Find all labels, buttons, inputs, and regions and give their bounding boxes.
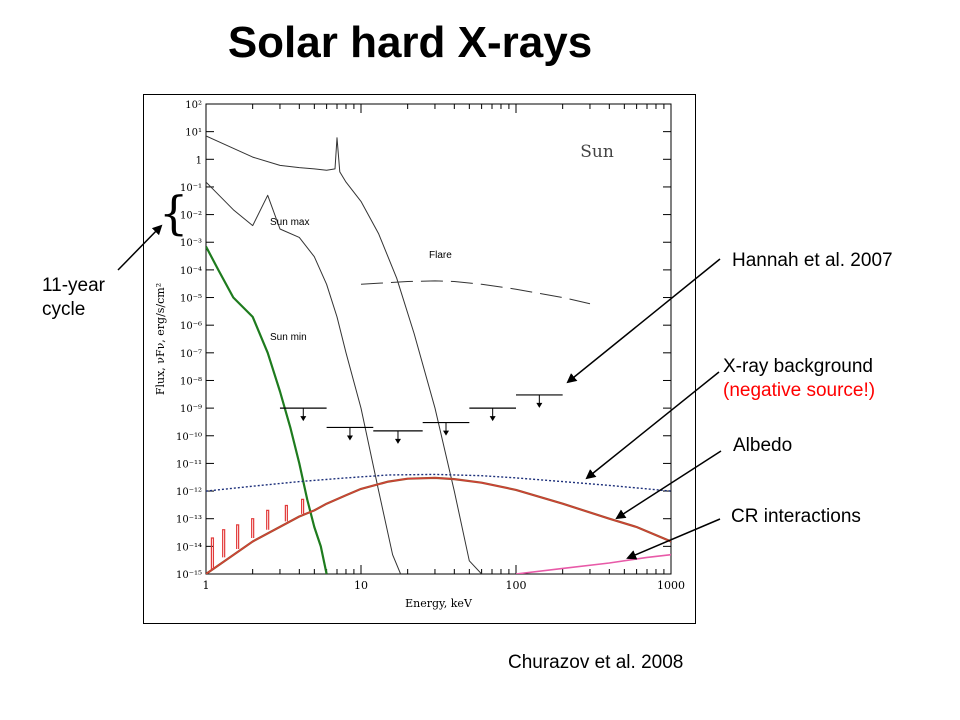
upper-limit-arrowhead xyxy=(489,416,496,422)
series-line-5 xyxy=(206,476,671,574)
hannah-label: Hannah et al. 2007 xyxy=(732,250,893,271)
upper-limit-arrowhead xyxy=(443,430,450,436)
y-axis-label: Flux, νFν, erg/s/cm² xyxy=(154,283,167,395)
emission-spike xyxy=(251,518,255,539)
xrb-label-line1: X-ray background xyxy=(723,356,873,377)
albedo-overlay-line xyxy=(206,477,671,574)
emission-spike xyxy=(266,509,270,530)
y-tick-label: 10⁻¹⁰ xyxy=(176,432,202,443)
y-tick-label: 10⁻¹ xyxy=(180,183,202,194)
y-tick-label: 10⁻⁶ xyxy=(180,321,202,332)
y-tick-label: 1 xyxy=(196,155,202,166)
y-tick-label: 10¹ xyxy=(185,128,202,139)
series-line-4 xyxy=(206,473,671,492)
series-line-2 xyxy=(206,245,328,574)
x-tick-label: 1 xyxy=(203,579,210,592)
plot-frame: 1 10 100 1000 Energy, keV 10² 10¹ 1 10⁻¹ 10⁻² 10⁻³… xyxy=(143,94,696,624)
x-tick-label: 1000 xyxy=(657,579,685,592)
y-tick-label: 10⁻³ xyxy=(180,238,202,249)
y-tick-label: 10⁻¹¹ xyxy=(176,459,202,470)
series-line-1 xyxy=(206,181,402,574)
x-tick-label: 10 xyxy=(354,579,368,592)
upper-limit-arrowhead xyxy=(300,416,307,422)
upper-limit-arrowhead xyxy=(536,402,543,408)
y-tick-label: 10⁻¹⁵ xyxy=(176,570,202,581)
y-tick-label: 10⁻⁹ xyxy=(180,404,202,415)
emission-spike xyxy=(301,498,305,514)
y-tick-label: 10⁻⁴ xyxy=(180,266,202,277)
y-tick-label: 10⁻⁷ xyxy=(180,349,202,360)
slide-title: Solar hard X-rays xyxy=(227,18,593,67)
spectrum-chart: 1 10 100 1000 Energy, keV 10² 10¹ 1 10⁻¹ 10⁻² 10⁻³… xyxy=(154,100,685,610)
emission-spike xyxy=(284,504,288,522)
series-line-3 xyxy=(360,280,591,305)
y-tick-label: 10⁻⁵ xyxy=(180,294,202,305)
x-tick-label: 100 xyxy=(506,579,527,592)
cycle-label-line2: cycle xyxy=(42,299,86,320)
y-tick-label: 10⁻¹³ xyxy=(176,515,202,526)
panel-label: Sun xyxy=(580,142,614,162)
y-tick-label: 10⁻¹² xyxy=(176,487,202,498)
emission-spike xyxy=(210,537,215,570)
citation: Churazov et al. 2008 xyxy=(508,652,684,673)
y-tick-label: 10⁻² xyxy=(180,211,202,222)
xrb-label: X-ray background (negative source!) xyxy=(723,355,875,403)
y-tick-label: 10⁻¹⁴ xyxy=(176,542,202,553)
series-line-6 xyxy=(515,553,671,574)
emission-spike xyxy=(222,529,226,558)
y-tick-label: 10⁻⁸ xyxy=(180,376,202,387)
upper-limit-arrowhead xyxy=(346,435,353,441)
series-line-0 xyxy=(206,135,482,574)
cycle-label: 11-year cycle xyxy=(42,274,105,322)
cycle-label-line1: 11-year xyxy=(42,275,106,296)
series-label-3: Flare xyxy=(429,250,452,261)
series-label-1: Sun max xyxy=(270,217,309,228)
upper-limit-arrowhead xyxy=(394,438,401,444)
series-label-2: Sun min xyxy=(270,332,307,343)
emission-spike xyxy=(236,524,240,550)
xrb-label-line2: (negative source!) xyxy=(723,380,876,401)
albedo-label: Albedo xyxy=(733,435,793,456)
y-tick-label: 10² xyxy=(185,100,202,111)
cycle-bracket: { xyxy=(159,186,189,240)
cr-label: CR interactions xyxy=(731,506,861,527)
x-axis-label: Energy, keV xyxy=(405,597,473,610)
